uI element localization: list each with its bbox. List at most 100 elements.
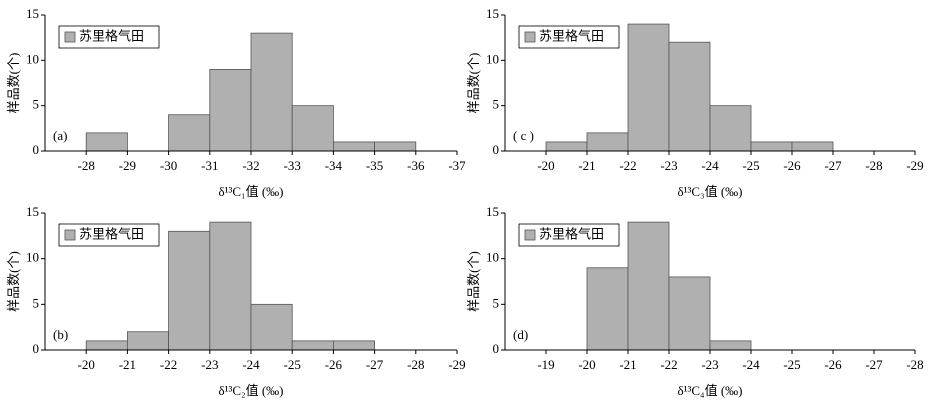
x-tick-label: -29 <box>119 158 136 173</box>
bar <box>586 267 629 351</box>
legend-swatch <box>524 229 536 241</box>
y-tick-label: 5 <box>33 97 40 112</box>
bar <box>709 105 752 152</box>
bar <box>791 141 834 152</box>
x-tick-label: -20 <box>578 357 595 372</box>
x-tick-label: -37 <box>448 158 466 173</box>
bar <box>85 340 128 351</box>
y-tick-label: 15 <box>26 204 39 219</box>
bar <box>250 32 293 152</box>
x-tick-label: -28 <box>407 357 424 372</box>
x-tick-label: -35 <box>366 158 383 173</box>
panel-label: (b) <box>53 327 68 342</box>
bar <box>127 331 170 351</box>
x-tick-label: -20 <box>78 357 95 372</box>
bar <box>291 340 334 351</box>
x-tick-label: -23 <box>201 357 218 372</box>
bar <box>374 141 417 152</box>
legend-box <box>58 223 160 247</box>
bar <box>668 276 711 351</box>
x-tick-label: -29 <box>906 158 923 173</box>
x-tick-label: -24 <box>742 357 760 372</box>
bar <box>545 141 588 152</box>
x-tick-label: -21 <box>578 158 595 173</box>
legend-box <box>58 25 160 49</box>
bar <box>168 230 211 351</box>
y-tick-label: 15 <box>26 6 39 21</box>
bar <box>291 105 334 152</box>
bar <box>85 132 128 152</box>
x-tick-label: -29 <box>448 357 465 372</box>
y-tick-label: 0 <box>493 341 500 356</box>
bar <box>209 221 252 351</box>
panel-label: ( c ) <box>513 128 534 143</box>
y-tick-label: 15 <box>486 204 499 219</box>
y-tick-label: 5 <box>493 97 500 112</box>
x-tick-label: -27 <box>865 357 883 372</box>
x-tick-label: -36 <box>407 158 425 173</box>
y-tick-label: 0 <box>33 341 40 356</box>
x-tick-label: -28 <box>865 158 882 173</box>
y-axis-label: 样品数(个) <box>466 251 481 312</box>
y-tick-label: 10 <box>486 51 499 66</box>
x-tick-label: -23 <box>701 357 718 372</box>
x-tick-label: -32 <box>242 158 259 173</box>
bar <box>250 303 293 351</box>
x-tick-label: -34 <box>325 158 343 173</box>
x-tick-label: -25 <box>783 357 800 372</box>
x-tick-label: -31 <box>201 158 218 173</box>
x-tick-label: -25 <box>742 158 759 173</box>
x-tick-label: -27 <box>824 158 842 173</box>
legend-swatch <box>64 229 76 241</box>
x-tick-label: -33 <box>284 158 301 173</box>
legend-box <box>518 25 620 49</box>
x-tick-label: -25 <box>284 357 301 372</box>
y-axis-label: 样品数(个) <box>466 53 481 114</box>
x-tick-label: -22 <box>160 357 177 372</box>
y-tick-label: 10 <box>26 51 39 66</box>
y-axis-label: 样品数(个) <box>6 251 21 312</box>
bar <box>586 132 629 152</box>
y-tick-label: 5 <box>493 295 500 310</box>
x-tick-label: -26 <box>325 357 343 372</box>
x-tick-label: -30 <box>160 158 177 173</box>
x-tick-label: -20 <box>537 158 554 173</box>
x-axis-label: δ¹³C₂值 (‰) <box>218 383 283 398</box>
x-tick-label: -28 <box>78 158 95 173</box>
x-axis-label: δ¹³C₄值 (‰) <box>677 383 742 398</box>
bar <box>332 141 375 152</box>
bar <box>209 69 252 152</box>
legend-box <box>518 223 620 247</box>
legend-label: 苏里格气田 <box>539 29 604 45</box>
y-axis-label: 样品数(个) <box>6 53 21 114</box>
panel-label: (a) <box>53 128 67 143</box>
y-tick-label: 10 <box>26 250 39 265</box>
bar <box>750 141 793 152</box>
x-tick-label: -21 <box>119 357 136 372</box>
x-tick-label: -28 <box>906 357 923 372</box>
x-axis-label: δ¹³C₃值 (‰) <box>677 184 742 199</box>
x-tick-label: -22 <box>660 357 677 372</box>
x-tick-label: -21 <box>619 357 636 372</box>
y-tick-label: 15 <box>486 6 499 21</box>
bar <box>709 340 752 351</box>
x-tick-label: -24 <box>242 357 260 372</box>
x-tick-label: -26 <box>783 158 801 173</box>
x-tick-label: -22 <box>619 158 636 173</box>
x-tick-label: -23 <box>660 158 677 173</box>
bar <box>627 23 670 152</box>
y-tick-label: 10 <box>486 250 499 265</box>
bar <box>668 41 711 152</box>
legend-swatch <box>64 31 76 43</box>
legend-swatch <box>524 31 536 43</box>
legend-label: 苏里格气田 <box>79 29 144 45</box>
x-axis-label: δ¹³C₁值 (‰) <box>218 184 283 199</box>
y-tick-label: 5 <box>33 295 40 310</box>
bar <box>332 340 375 351</box>
x-tick-label: -27 <box>366 357 384 372</box>
bar <box>627 221 670 351</box>
legend-label: 苏里格气田 <box>79 227 144 243</box>
panel-label: (d) <box>513 327 528 342</box>
y-tick-label: 0 <box>493 142 500 157</box>
